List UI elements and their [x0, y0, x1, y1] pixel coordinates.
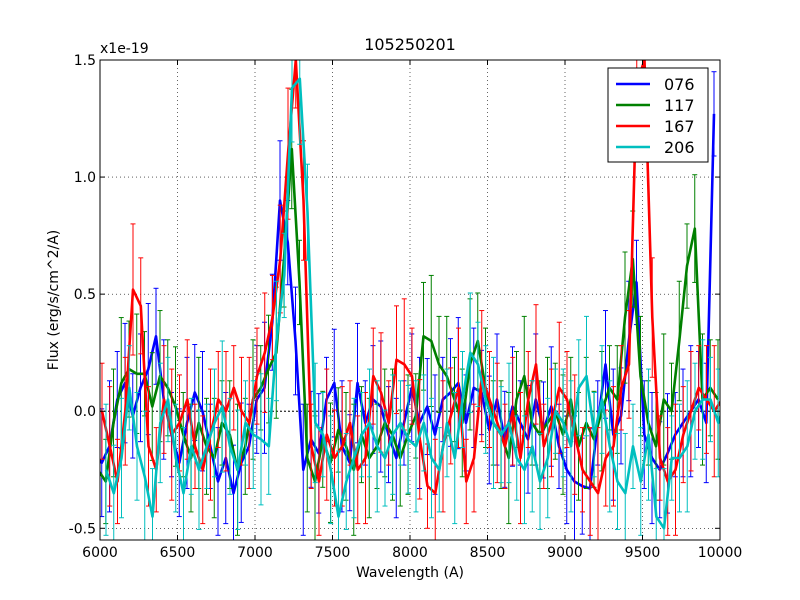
- y-tick-label: 0.5: [74, 287, 96, 303]
- y-tick-label: -0.5: [69, 521, 96, 537]
- x-tick-label: 6000: [82, 545, 118, 561]
- series-line-167: [100, 60, 720, 495]
- chart-title: 105250201: [364, 35, 456, 54]
- legend-label-167: 167: [664, 117, 695, 136]
- x-tick-label: 6500: [160, 545, 196, 561]
- x-tick-label: 9500: [625, 545, 661, 561]
- x-tick-label: 7000: [237, 545, 273, 561]
- y-axis-label: Flux (erg/s/cm^2/A): [46, 230, 62, 370]
- x-tick-label: 9000: [547, 545, 583, 561]
- plot-frame: [99, 59, 721, 541]
- legend-label-076: 076: [664, 75, 695, 94]
- x-tick-label: 8500: [470, 545, 506, 561]
- ticks: 6000 6500 7000 7500 8000 8500 9000 9500 10000 -0.…: [69, 53, 743, 561]
- series-206: [103, 60, 720, 540]
- y-tick-label: 1.0: [74, 170, 96, 186]
- series-line-206: [104, 77, 720, 530]
- y-scale-label: x1e-19: [100, 41, 149, 57]
- grid: [100, 60, 720, 540]
- series-layer: [100, 60, 720, 540]
- legend-label-206: 206: [664, 138, 695, 157]
- x-tick-label: 8000: [392, 545, 428, 561]
- legend-label-117: 117: [664, 96, 695, 115]
- x-tick-label: 10000: [698, 545, 743, 561]
- x-axis-label: Wavelength (A): [356, 565, 464, 581]
- legend: 076 117 167 206: [607, 67, 709, 163]
- x-tick-label: 7500: [315, 545, 351, 561]
- y-tick-label: 0.0: [74, 404, 96, 420]
- series-167: [100, 60, 720, 540]
- y-tick-label: 1.5: [74, 53, 96, 69]
